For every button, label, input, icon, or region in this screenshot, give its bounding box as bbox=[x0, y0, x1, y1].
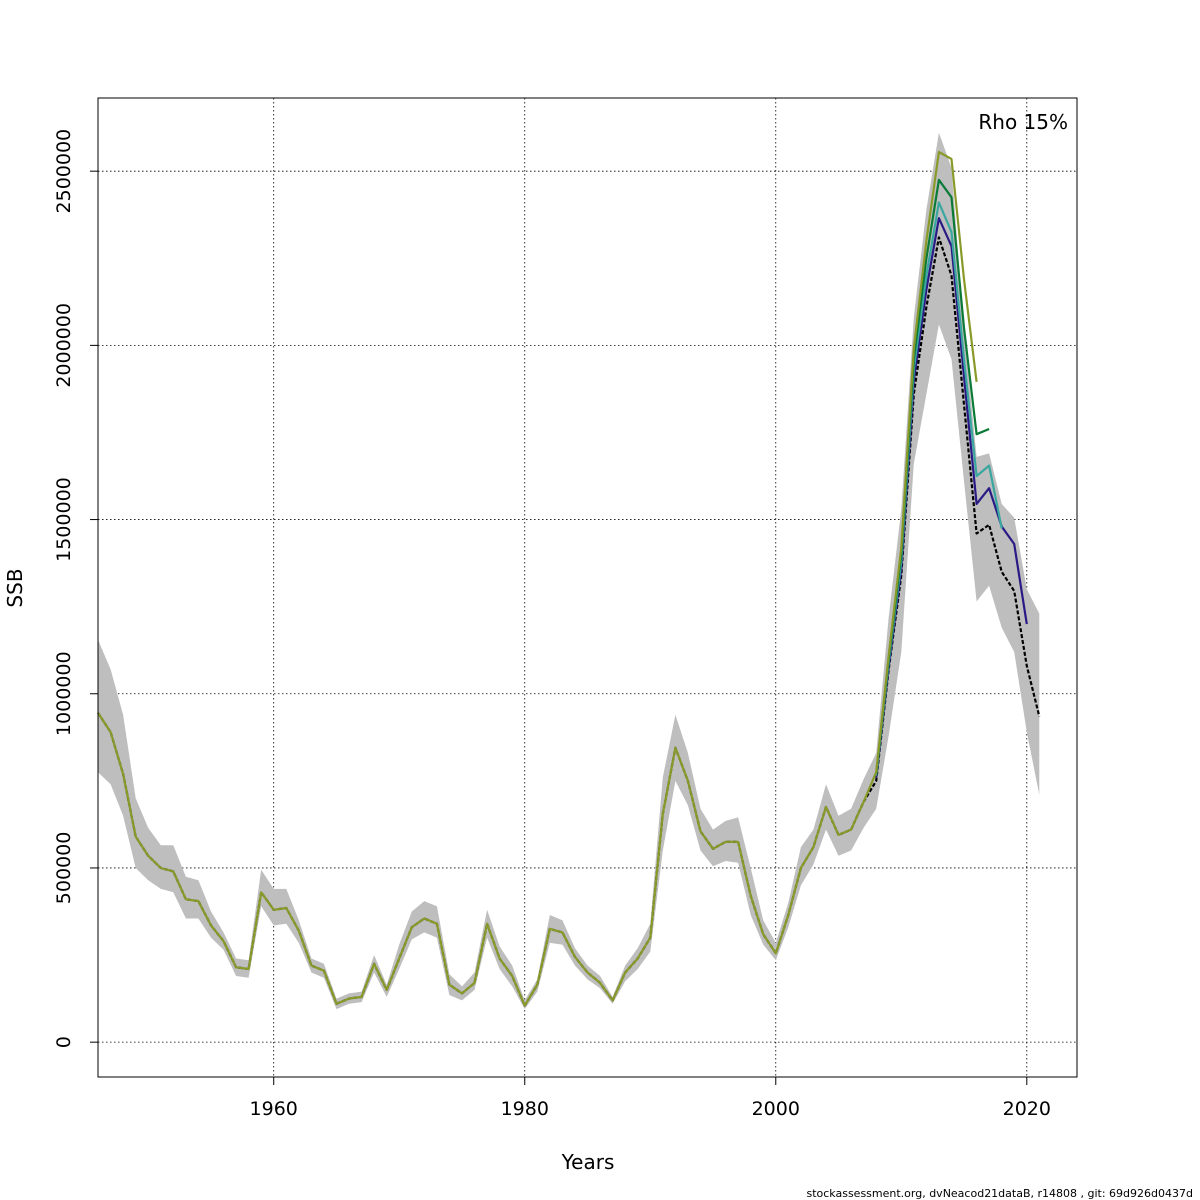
footer-credit: stockassessment.org, dvNeacod21dataB, r1… bbox=[806, 1187, 1193, 1200]
y-tick-label-1500000: 1500000 bbox=[53, 477, 75, 562]
x-tick-label-2000: 2000 bbox=[752, 1098, 800, 1120]
x-axis: 1960 1980 2000 2020 bbox=[250, 1077, 1051, 1120]
series-line-4 bbox=[97, 150, 978, 1007]
y-axis: 0 500000 1000000 1500000 2000000 2500000 bbox=[53, 129, 98, 1048]
y-tick-label-0: 0 bbox=[53, 1036, 75, 1048]
confidence-band-area bbox=[98, 132, 1040, 1010]
x-tick-label-1960: 1960 bbox=[250, 1098, 298, 1120]
y-tick-label-500000: 500000 bbox=[53, 832, 75, 905]
grid-lines bbox=[98, 98, 1077, 1077]
x-tick-label-2020: 2020 bbox=[1003, 1098, 1051, 1120]
y-tick-label-1000000: 1000000 bbox=[53, 651, 75, 736]
x-tick-label-1980: 1980 bbox=[501, 1098, 549, 1120]
y-tick-label-2000000: 2000000 bbox=[53, 303, 75, 388]
series-lines bbox=[97, 150, 1041, 1007]
x-axis-title: Years bbox=[561, 1150, 615, 1174]
rho-annotation: Rho 15% bbox=[978, 110, 1068, 134]
confidence-band bbox=[98, 132, 1040, 1010]
plot-frame bbox=[97, 97, 1078, 1078]
y-tick-label-2500000: 2500000 bbox=[53, 129, 75, 214]
y-axis-title: SSB bbox=[3, 568, 27, 607]
